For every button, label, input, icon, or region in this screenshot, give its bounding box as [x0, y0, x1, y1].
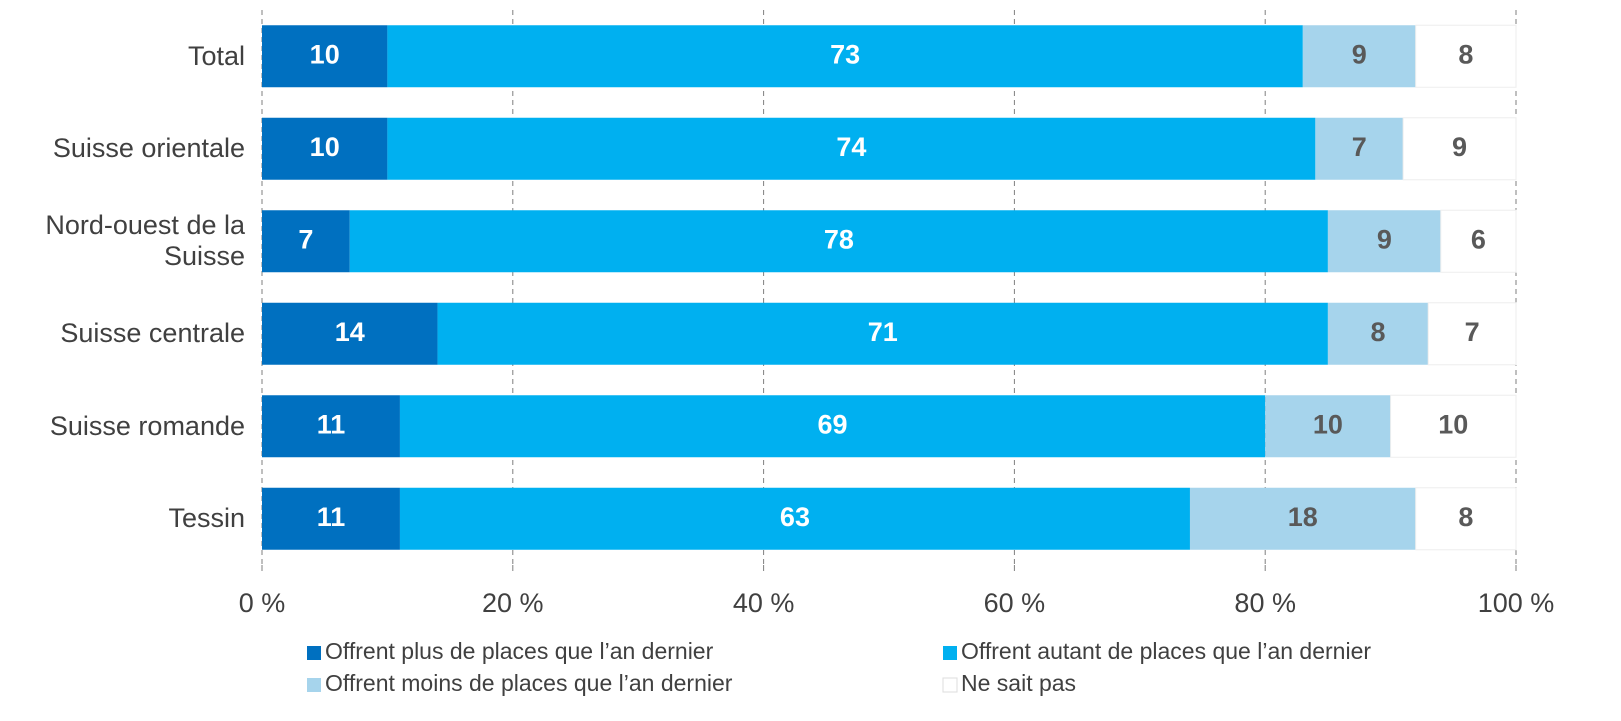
data-label: 10 [310, 132, 340, 162]
data-label: 11 [317, 502, 346, 532]
bar-segment [1327, 302, 1429, 365]
legend-swatch [942, 677, 958, 693]
bar-segment [1390, 394, 1517, 458]
data-label: 18 [1288, 502, 1318, 532]
bar-segment [262, 117, 388, 180]
bar-segment [349, 210, 1328, 273]
bar-segment [1440, 209, 1517, 273]
bar-segment [399, 395, 1266, 458]
bar-segment [437, 302, 1328, 365]
bar-segment [1315, 117, 1404, 180]
data-label: 11 [317, 409, 346, 439]
legend-swatch [307, 678, 321, 692]
bar-segment [1189, 487, 1416, 550]
data-label: 9 [1452, 132, 1467, 162]
data-label: 10 [1313, 409, 1343, 439]
data-label: 9 [1352, 39, 1367, 69]
legend-label: Ne sait pas [961, 670, 1076, 696]
x-tick-label: 20 % [482, 588, 544, 618]
legend-label: Offrent autant de places que l’an dernie… [961, 638, 1371, 664]
x-tick-label: 100 % [1478, 588, 1555, 618]
y-tick-label: Suisse centrale [60, 318, 245, 349]
bar-segment [262, 25, 388, 88]
bar-segment [262, 487, 400, 550]
y-tick-label: Suisse orientale [52, 133, 245, 164]
x-tick-label: 40 % [733, 588, 795, 618]
bar-segment [1415, 487, 1517, 551]
data-label: 10 [1438, 409, 1468, 439]
data-label: 69 [818, 409, 848, 439]
data-label: 71 [868, 317, 898, 347]
x-tick-label: 80 % [1234, 588, 1296, 618]
legend-label: Offrent plus de places que l’an dernier [325, 638, 714, 664]
data-label: 8 [1458, 39, 1473, 69]
bar-segment [262, 210, 350, 273]
y-tick-label: Suisse romande [49, 410, 245, 441]
bar-segment [387, 117, 1316, 180]
data-label: 78 [824, 224, 854, 254]
legend-label: Offrent moins de places que l’an dernier [325, 670, 733, 696]
data-label: 74 [836, 132, 866, 162]
bar-segment [1327, 210, 1441, 273]
data-label: 8 [1371, 317, 1386, 347]
y-tick-label: Nord-ouest de la Suisse [45, 210, 245, 272]
bar-segment [1302, 25, 1416, 88]
bar-segment [262, 302, 438, 365]
data-label: 63 [780, 502, 810, 532]
data-label: 7 [1465, 317, 1480, 347]
bar-segment [1415, 24, 1517, 88]
y-tick-label: Total [187, 40, 245, 71]
data-label: 7 [298, 224, 313, 254]
bar-segment [387, 25, 1303, 88]
data-label: 7 [1352, 132, 1367, 162]
x-tick-label: 0 % [239, 588, 286, 618]
bar-segment [1427, 302, 1517, 366]
data-label: 9 [1377, 224, 1392, 254]
y-tick-label: Tessin [168, 503, 245, 534]
bar-segment [262, 395, 400, 458]
legend-swatch [943, 646, 957, 660]
data-label: 10 [310, 39, 340, 69]
bar-segment [1265, 395, 1391, 458]
data-label: 6 [1471, 224, 1486, 254]
legend-swatch [307, 646, 321, 660]
x-tick-label: 60 % [984, 588, 1046, 618]
data-label: 8 [1458, 502, 1473, 532]
bar-segment [1402, 117, 1517, 181]
bar-segment [399, 487, 1190, 550]
data-label: 73 [830, 39, 860, 69]
data-label: 14 [335, 317, 365, 347]
